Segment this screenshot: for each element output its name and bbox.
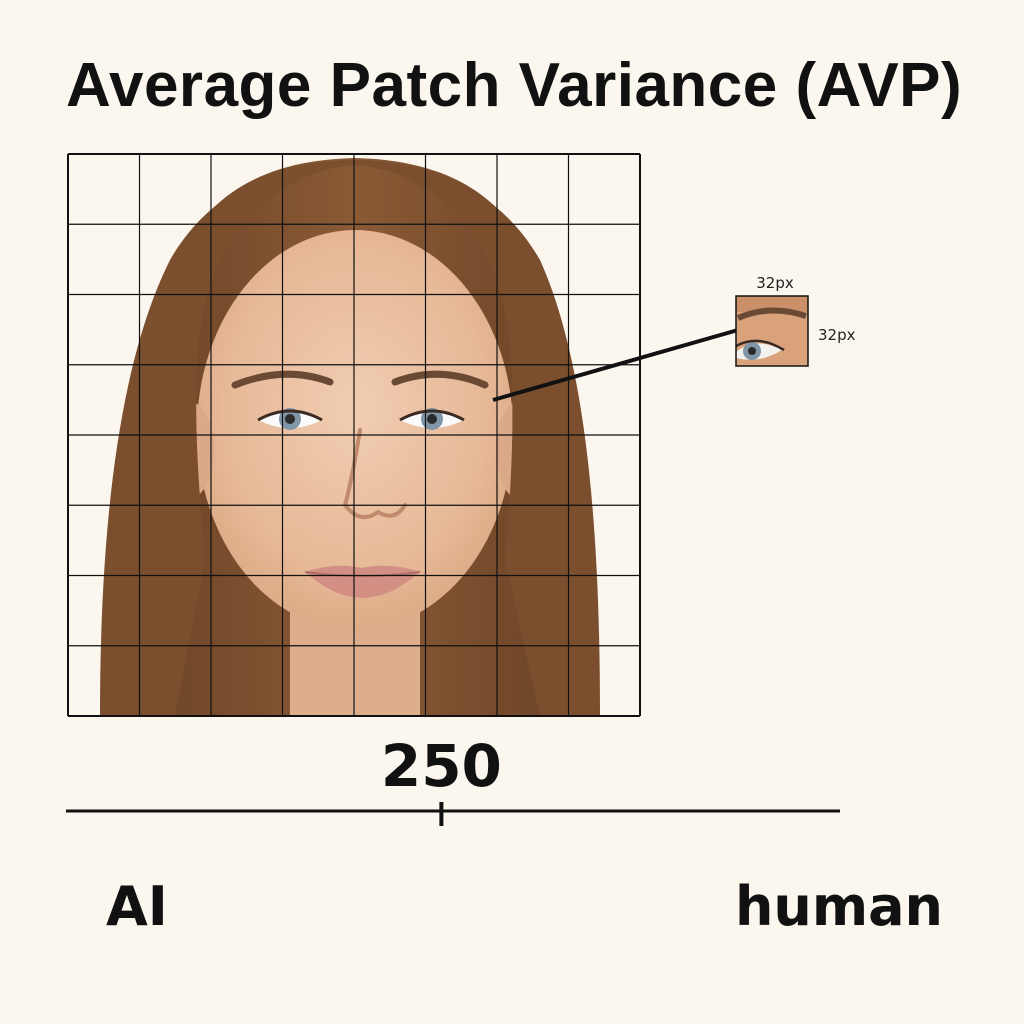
face: [197, 230, 513, 630]
patch-width-label: 32px: [756, 274, 794, 292]
right-eye: [399, 408, 465, 430]
hair-front-left: [100, 160, 355, 716]
zoomed-patch: [735, 295, 809, 367]
patch-height-label: 32px: [818, 326, 856, 344]
left-eye: [257, 408, 323, 430]
scale-left-label: AI: [106, 875, 168, 938]
right-eyebrow: [391, 370, 489, 389]
scale-right-label: human: [735, 875, 943, 938]
diagram-title: Average Patch Variance (AVP): [66, 51, 963, 120]
connector-line: [492, 328, 739, 402]
lips: [305, 565, 420, 598]
left-eyebrow: [231, 370, 334, 389]
hair-front-right: [355, 160, 600, 716]
avp-value: 250: [381, 732, 502, 800]
patch-grid: [67, 153, 641, 717]
nose: [342, 428, 407, 520]
